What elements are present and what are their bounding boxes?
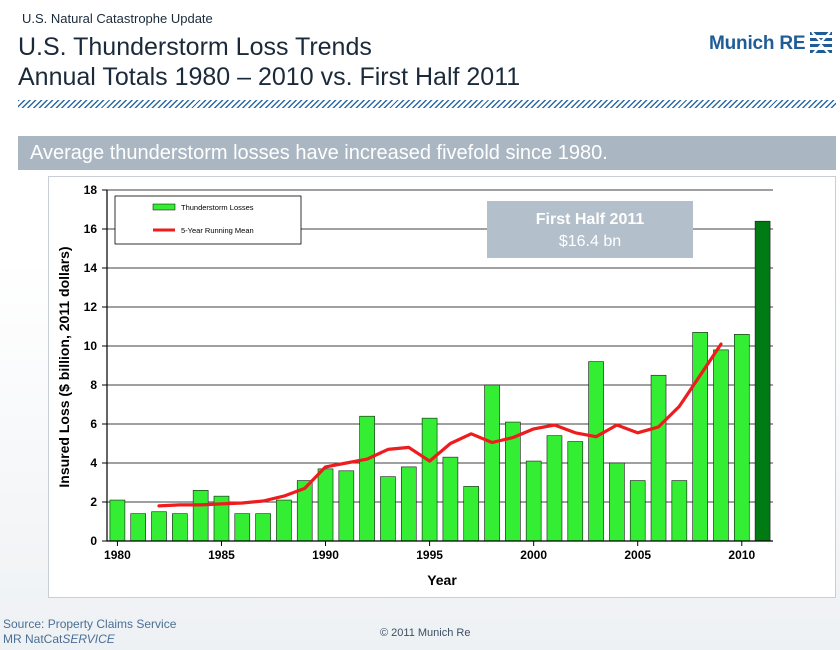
axes <box>106 190 773 542</box>
bar-1997 <box>463 486 480 542</box>
headline-banner: Average thunderstorm losses have increas… <box>18 136 836 170</box>
source-line-2-prefix: MR NatCat <box>3 632 63 646</box>
y-tick-label: 2 <box>90 495 97 509</box>
bar-2001 <box>546 435 563 542</box>
bar-1998 <box>484 384 500 542</box>
chart-panel: 0 2 4 6 8 10 12 14 16 18 1980 1985 1990 1995 2000 2005… <box>48 176 836 598</box>
legend-bar-label: Thunderstorm Losses <box>181 203 254 212</box>
bar-2004 <box>609 462 625 542</box>
y-tick-label: 10 <box>84 339 98 353</box>
y-tick-label: 0 <box>90 534 97 548</box>
first-half-2011-callout: First Half 2011 $16.4 bn <box>487 201 693 258</box>
bar-1990 <box>317 468 334 542</box>
legend-bar-swatch <box>152 203 176 211</box>
logo-text: Munich RE <box>709 33 806 54</box>
header-supertitle: U.S. Natural Catastrophe Update <box>22 11 213 26</box>
x-tick-label: 2000 <box>520 548 547 562</box>
bar-first-half-2011 <box>754 220 771 542</box>
x-tick-label: 2010 <box>728 548 755 562</box>
x-tick-label: 1985 <box>208 548 235 562</box>
bar-1981 <box>130 513 147 542</box>
copyright: © 2011 Munich Re <box>380 627 471 639</box>
bar-1983 <box>172 513 188 542</box>
legend-line-label: 5-Year Running Mean <box>181 226 254 235</box>
callout-title: First Half 2011 <box>536 211 645 228</box>
running-mean-line <box>157 342 723 508</box>
bar-1988 <box>276 499 292 542</box>
bar-2005 <box>629 480 646 542</box>
bar-1980 <box>109 499 126 542</box>
bar-1984 <box>192 489 209 542</box>
bar-1982 <box>151 511 167 542</box>
y-tick-label: 6 <box>90 417 97 431</box>
y-axis-label: Insured Loss ($ billion, 2011 dollars) <box>56 246 72 487</box>
bar-2007 <box>671 480 688 542</box>
bar-series <box>109 220 771 542</box>
page-title-line-2: Annual Totals 1980 – 2010 vs. First Half… <box>18 63 521 91</box>
bar-2009 <box>713 349 729 542</box>
y-tick-label: 4 <box>90 456 97 470</box>
munich-re-logo: Munich RE <box>709 30 834 58</box>
x-tick-label: 1980 <box>104 548 131 562</box>
y-tick-label: 12 <box>84 300 98 314</box>
y-axis-ticks: 0 2 4 6 8 10 12 14 16 18 <box>84 183 107 548</box>
x-tick-label: 1995 <box>416 548 443 562</box>
source-note: Source: Property Claims Service MR NatCa… <box>3 617 176 647</box>
source-line-2: MR NatCatSERVICE <box>3 632 176 647</box>
x-axis-label: Year <box>427 572 457 588</box>
y-tick-label: 8 <box>90 378 97 392</box>
bar-1996 <box>442 456 459 542</box>
bar-2000 <box>525 460 542 542</box>
x-axis-ticks: 1980 1985 1990 1995 2000 2005 2010 <box>104 541 755 562</box>
axis-lines <box>106 190 773 542</box>
bar-2002 <box>567 441 584 542</box>
bar-1987 <box>255 513 271 542</box>
bar-2008 <box>692 332 708 542</box>
bar-1992 <box>359 415 375 542</box>
bar-2006 <box>650 374 667 542</box>
callout-value: $16.4 bn <box>559 233 621 250</box>
source-line-2-italic: SERVICE <box>62 632 115 646</box>
source-line-1: Source: Property Claims Service <box>3 617 177 631</box>
munich-re-emblem-icon <box>810 31 833 56</box>
x-tick-label: 1990 <box>312 548 339 562</box>
header-divider <box>18 100 836 108</box>
loss-trend-chart: 0 2 4 6 8 10 12 14 16 18 1980 1985 1990 1995 2000 2005… <box>56 183 773 588</box>
bar-1993 <box>380 476 396 542</box>
chart-legend: Thunderstorm Losses 5-Year Running Mean <box>114 195 302 245</box>
y-tick-label: 18 <box>84 183 98 197</box>
bar-1995 <box>421 417 438 542</box>
page-title-line-1: U.S. Thunderstorm Loss Trends <box>18 33 372 61</box>
bar-2010 <box>733 334 750 542</box>
bar-2003 <box>588 361 604 542</box>
running-mean-series <box>157 342 723 508</box>
x-tick-label: 2005 <box>624 548 651 562</box>
y-tick-label: 16 <box>84 222 98 236</box>
y-tick-label: 14 <box>84 261 98 275</box>
bar-1994 <box>400 466 417 542</box>
page-title: U.S. Thunderstorm Loss Trends Annual Tot… <box>18 32 520 92</box>
bar-1991 <box>338 470 355 542</box>
bar-1986 <box>234 513 251 542</box>
